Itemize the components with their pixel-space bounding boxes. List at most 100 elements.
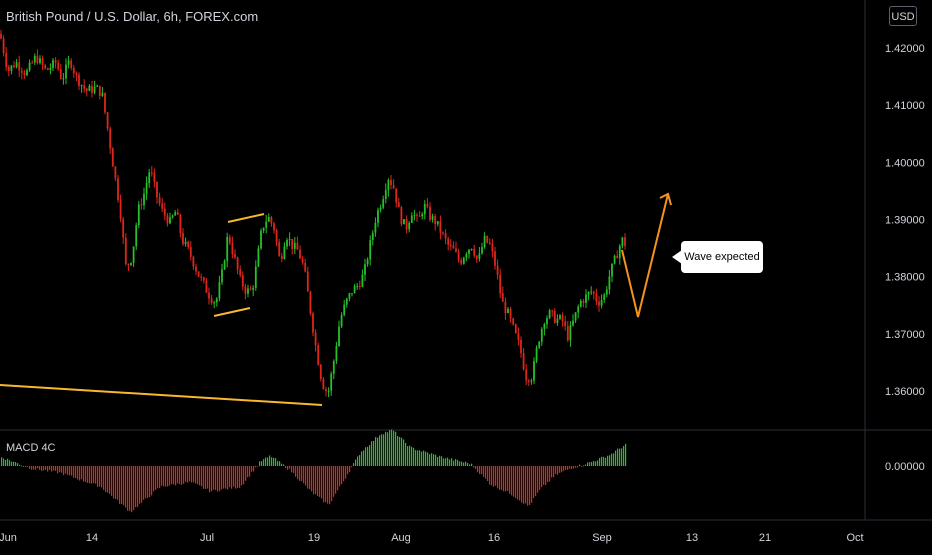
candle (306, 266, 309, 292)
candle (574, 312, 577, 323)
macd-bar (533, 466, 535, 498)
candle-body (189, 247, 192, 257)
macd-bar (87, 466, 89, 484)
candle-body (67, 60, 70, 65)
wave-expected-callout[interactable]: Wave expected (681, 241, 763, 273)
candle-body (379, 207, 382, 210)
candle (15, 59, 18, 69)
candle-body (416, 214, 418, 216)
candle-body (262, 227, 265, 231)
candle (312, 311, 314, 337)
candle (140, 198, 143, 210)
candle-body (418, 215, 421, 217)
macd-histogram (1, 429, 627, 513)
macd-bar (555, 466, 557, 474)
candle (46, 67, 49, 71)
candle-body (338, 326, 340, 347)
candle (351, 293, 353, 297)
candle (252, 285, 255, 297)
macd-bar (363, 450, 365, 466)
candle (449, 239, 452, 251)
macd-bar (55, 466, 57, 471)
macd-bar (471, 463, 473, 466)
macd-bar (359, 455, 361, 466)
macd-bar (413, 447, 415, 466)
candle (533, 357, 535, 385)
candle-body (70, 60, 73, 68)
candle (553, 308, 556, 324)
candle (618, 244, 621, 265)
macd-bar (65, 466, 67, 474)
candle-body (585, 294, 587, 303)
candle (283, 242, 286, 260)
candle (18, 55, 21, 78)
macd-bar (497, 466, 499, 489)
candle-body (153, 172, 156, 182)
currency-button[interactable]: USD (889, 6, 917, 26)
macd-bar (301, 466, 303, 482)
candle (366, 257, 369, 267)
candle-body (358, 286, 361, 288)
candle (520, 336, 522, 358)
candle (624, 233, 626, 250)
candle-body (616, 255, 619, 259)
candle-body (546, 318, 548, 325)
macd-bar (601, 456, 603, 466)
macd-bar (231, 466, 233, 489)
macd-bar (141, 466, 143, 503)
candle-body (135, 225, 138, 247)
macd-bar (103, 466, 105, 490)
candle-body (624, 237, 626, 246)
macd-bar (63, 466, 65, 476)
candle-body (213, 302, 216, 304)
candle (114, 166, 117, 182)
macd-bar (73, 466, 75, 478)
candle-body (410, 215, 413, 223)
macd-bar (15, 462, 17, 466)
candle (543, 322, 546, 336)
time-tick-label: Sep (592, 532, 612, 544)
candle (176, 208, 179, 216)
price-tick-label: 1.37000 (885, 329, 925, 341)
candle-body (395, 188, 398, 203)
macd-bar (393, 430, 395, 466)
candle (96, 84, 99, 88)
macd-bar (613, 453, 615, 466)
macd-bar (569, 466, 571, 469)
candle (231, 236, 234, 259)
candle-body (96, 85, 99, 87)
macd-bar (3, 458, 5, 466)
time-tick-label: Jul (200, 532, 214, 544)
candle-body (434, 216, 437, 225)
price-tick-label: 1.38000 (885, 272, 925, 284)
candle (395, 188, 398, 208)
candle-body (455, 248, 457, 252)
candle (117, 175, 119, 203)
candle (426, 197, 429, 209)
macd-bar (139, 466, 141, 504)
macd-bar (353, 463, 355, 466)
candle (10, 65, 13, 75)
candle (410, 212, 413, 224)
channel-line-lower (213, 307, 251, 317)
candle (184, 237, 187, 247)
macd-bar (427, 452, 429, 466)
time-tick-label: 19 (308, 532, 320, 544)
macd-bar (127, 466, 129, 511)
macd-bar (445, 458, 447, 466)
candle (572, 314, 574, 327)
candle (392, 179, 395, 190)
candle (241, 271, 244, 291)
candle (161, 198, 164, 213)
macd-bar (585, 464, 587, 466)
candle-body (348, 293, 351, 299)
candle (304, 258, 307, 273)
candle-body (444, 233, 447, 239)
candle-body (163, 208, 166, 216)
candle (390, 175, 392, 190)
candle (221, 263, 223, 286)
candle (299, 245, 301, 260)
candle-body (78, 74, 80, 86)
